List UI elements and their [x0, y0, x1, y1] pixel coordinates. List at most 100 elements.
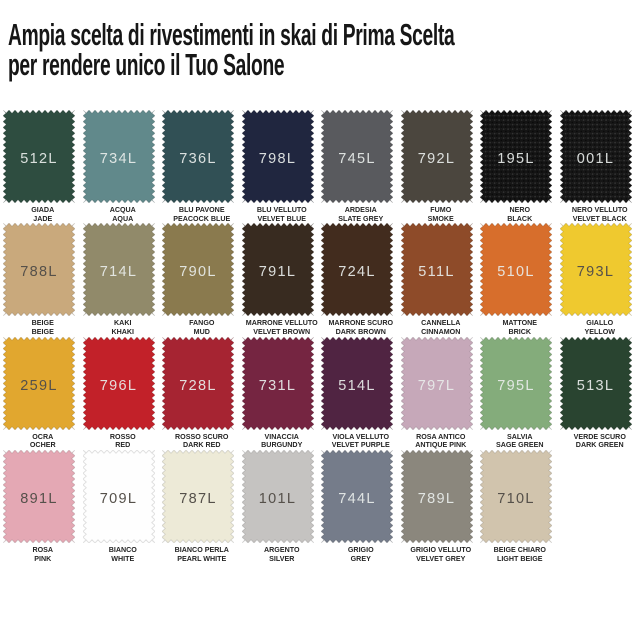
fabric-swatch: 728L	[162, 336, 234, 430]
pinked-edge-shape	[162, 110, 234, 203]
fabric-swatch: 001L	[559, 110, 632, 203]
swatch-name-it: GRIGIO VELLUTO	[409, 545, 471, 555]
swatch-name-en: PEARL WHITE	[177, 553, 227, 563]
swatch-name-it: ROSA	[32, 545, 54, 555]
swatch-name-en: AQUA	[111, 213, 133, 223]
swatch-cell: 511L CANNELLA CINNAMON	[400, 223, 481, 336]
swatch-name-it: OCRA	[32, 431, 54, 441]
swatch-code: 744L	[338, 491, 376, 508]
swatch-name: GIALLO YELLOW	[561, 319, 636, 336]
swatch-name-en: RED	[114, 440, 130, 450]
swatch-name-en: SAGE GREEN	[495, 440, 544, 450]
swatch-name-en: VELVET BROWN	[252, 326, 310, 336]
fabric-swatch: 795L	[480, 336, 552, 430]
swatch-code: 511L	[418, 264, 455, 281]
swatch-name-en: VELVET BLUE	[256, 213, 306, 223]
pinked-edge-shape	[321, 223, 393, 317]
pinked-edge-shape	[400, 110, 473, 203]
fabric-swatch: 510L	[480, 223, 552, 317]
swatch-name: GIADA JADE	[5, 205, 81, 223]
fabric-swatch: 101L	[241, 450, 314, 544]
swatch-code: 734L	[99, 151, 138, 167]
swatch-name-en: GREY	[350, 553, 371, 563]
swatch-cell: 745L ARDESIA SLATE GREY	[321, 110, 401, 223]
swatch-name-en: BRICK	[508, 326, 532, 336]
swatch-code: 731L	[258, 377, 297, 394]
pinked-edge-shape	[559, 110, 632, 203]
swatch-code: 710L	[497, 491, 535, 508]
swatch-code: 788L	[20, 264, 58, 281]
fabric-swatch: 709L	[82, 450, 155, 544]
pinked-edge-shape	[82, 450, 155, 544]
swatch-cell: 513L VERDE SCURO DARK GREEN	[559, 336, 636, 450]
swatch-code: 724L	[338, 264, 376, 281]
fabric-swatch: 789L	[400, 450, 473, 544]
swatch-name-en: BEIGE	[31, 326, 54, 336]
swatch-name-en: VELVET BLACK	[572, 213, 627, 223]
swatch-name: VERDE SCURO DARK GREEN	[561, 431, 636, 450]
swatch-code: 789L	[417, 491, 456, 508]
pinked-edge-shape	[480, 110, 552, 203]
swatch-name-it: GRIGIO	[347, 545, 374, 555]
swatch-name: VINACCIA BURGUNDY	[243, 431, 319, 450]
fabric-swatch: 797L	[400, 336, 473, 430]
swatch-name-en: ANTIQUE PINK	[414, 440, 466, 450]
swatch-row: 512L GIADA JADE 734L ACQUA AQUA 736L	[3, 110, 636, 223]
fabric-swatch: 796L	[82, 336, 155, 430]
swatch-name-it: ROSSO SCURO	[175, 431, 229, 441]
swatch-cell: 510L MATTONE BRICK	[480, 223, 560, 336]
swatch-cell: 793L GIALLO YELLOW	[559, 223, 636, 336]
swatch-name-en: PEACOCK BLUE	[173, 213, 231, 223]
fabric-swatch: 791L	[241, 223, 314, 317]
pinked-edge-shape	[82, 110, 155, 203]
swatch-name-it: VIOLA VELLUTO	[332, 431, 390, 441]
swatch-code: 709L	[99, 491, 138, 508]
swatch-name: ARGENTO SILVER	[243, 546, 319, 563]
swatch-code: 790L	[179, 264, 217, 281]
swatch-code: 736L	[179, 151, 217, 167]
fabric-swatch: 792L	[400, 110, 473, 203]
swatch-name-it: BLU PAVONE	[178, 205, 225, 214]
pinked-edge-shape	[480, 223, 552, 317]
swatch-cell: 710L BEIGE CHIARO LIGHT BEIGE	[480, 450, 560, 563]
swatch-cell: 791L MARRONE VELLUTO VELVET BROWN	[241, 223, 322, 336]
pinked-edge-shape	[3, 223, 75, 317]
swatch-code: 259L	[20, 377, 58, 394]
swatch-name-it: BEIGE CHIARO	[493, 545, 546, 555]
swatch-name: BIANCO PERLA PEARL WHITE	[164, 546, 240, 563]
swatch-name-en: VELVET GREY	[415, 553, 465, 563]
swatch-cell: 731L VINACCIA BURGUNDY	[241, 336, 322, 450]
swatch-code: 714L	[99, 264, 138, 281]
swatch-name-it: FANGO	[189, 318, 215, 328]
swatch-name: MARRONE SCURO DARK BROWN	[323, 319, 399, 336]
swatch-name-en: LIGHT BEIGE	[496, 553, 543, 563]
swatch-cell: 797L ROSA ANTICO ANTIQUE PINK	[400, 336, 481, 450]
pinked-edge-shape	[241, 223, 314, 317]
swatch-cell: 734L ACQUA AQUA	[82, 110, 163, 223]
swatch-name-it: GIADA	[31, 205, 55, 214]
swatch-name-it: VINACCIA	[264, 431, 299, 441]
page-title-line1: Ampia scelta di rivestimenti in skai di …	[8, 17, 455, 52]
swatch-cell: 891L ROSA PINK	[3, 450, 83, 563]
swatch-code: 510L	[497, 264, 535, 281]
swatch-name: MATTONE BRICK	[482, 319, 558, 336]
swatch-name-it: SALVIA	[506, 431, 533, 441]
swatch-name: GRIGIO VELLUTO VELVET GREY	[402, 546, 478, 563]
pinked-edge-shape	[480, 450, 552, 544]
swatch-name: KAKI KHAKI	[84, 319, 160, 336]
swatch-name: OCRA OCHER	[5, 431, 81, 450]
swatch-name: FUMO SMOKE	[402, 205, 478, 223]
fabric-swatch: 259L	[3, 336, 75, 430]
pinked-edge-shape	[559, 223, 632, 317]
swatch-name-en: BLACK	[507, 213, 533, 223]
swatch-cell: 714L KAKI KHAKI	[82, 223, 163, 336]
swatch-name-it: VERDE SCURO	[573, 431, 626, 441]
swatch-name: NERO BLACK	[482, 205, 558, 223]
pinked-edge-shape	[321, 336, 393, 430]
swatch-row: 788L BEIGE BEIGE 714L KAKI KHAKI 790L	[3, 223, 636, 336]
pinked-edge-shape	[241, 336, 314, 430]
pinked-edge-shape	[321, 110, 393, 203]
swatch-name-it: BIANCO	[108, 545, 137, 555]
pinked-edge-shape	[82, 336, 155, 430]
